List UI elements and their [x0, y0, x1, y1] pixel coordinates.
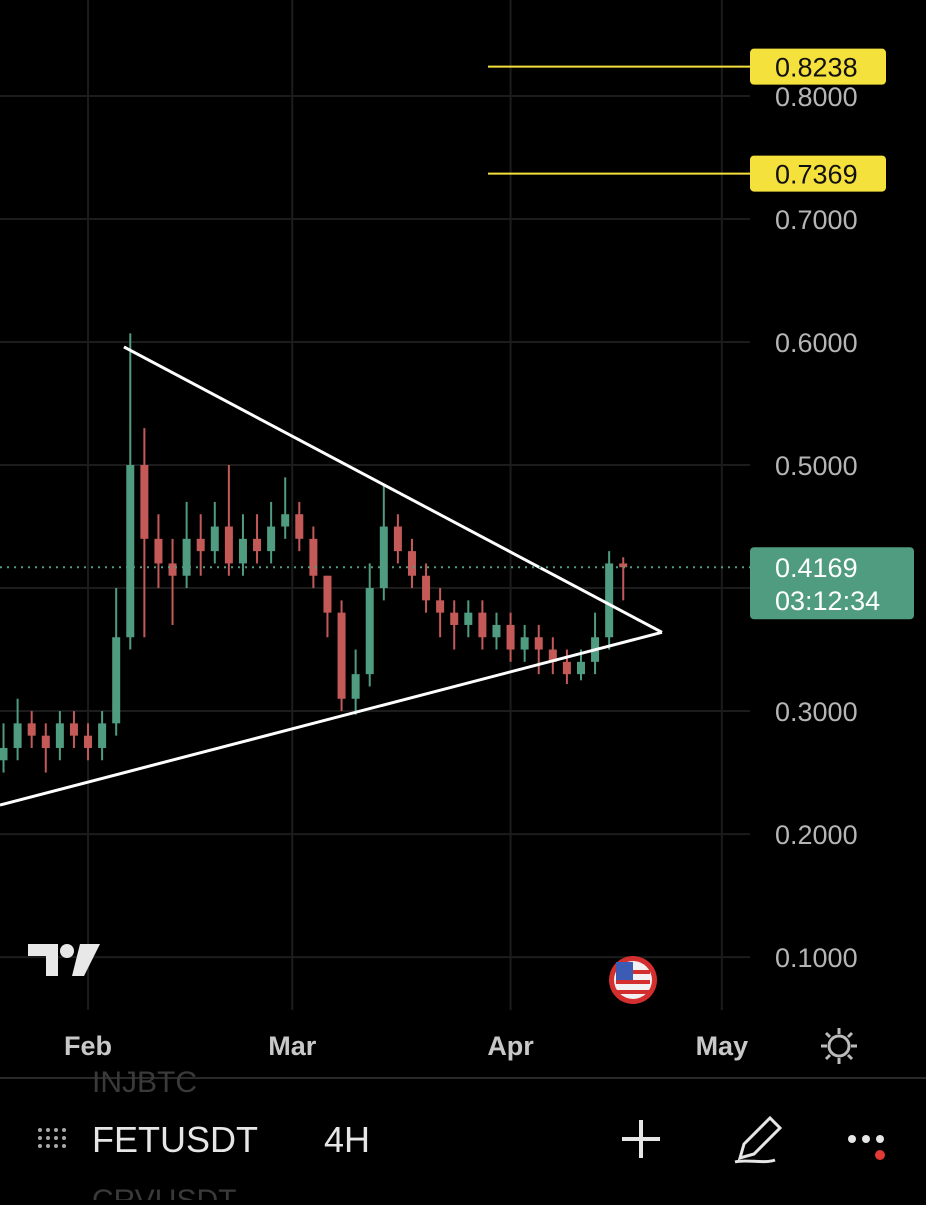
y-tick-label: 0.2000 — [775, 820, 858, 850]
y-tick-label: 0.7000 — [775, 205, 858, 235]
candle-body — [55, 723, 64, 748]
y-tick-label: 0.8000 — [775, 82, 858, 112]
candle-body — [41, 735, 50, 748]
candle-body — [140, 465, 149, 539]
candle-body — [196, 538, 205, 552]
candle-body — [98, 723, 107, 748]
plot — [0, 65, 750, 807]
y-tick-label: 0.1000 — [775, 943, 858, 973]
candle-body — [351, 674, 360, 699]
candle-body — [267, 526, 276, 552]
next-symbol: CRVUSDT — [92, 1184, 236, 1200]
x-tick-label: May — [696, 1031, 749, 1061]
candle-body — [337, 612, 346, 699]
level-label: 0.7369 — [775, 160, 858, 190]
interval[interactable]: 4H — [324, 1119, 370, 1160]
prev-symbol: INJBTC — [92, 1066, 197, 1099]
candle-body — [253, 538, 262, 552]
candle-body — [168, 563, 177, 576]
y-tick-label: 0.6000 — [775, 328, 858, 358]
candle-body — [393, 526, 402, 552]
candle-body — [323, 575, 332, 613]
candle-body — [605, 563, 614, 638]
level-label: 0.8238 — [775, 53, 858, 83]
trendline — [0, 630, 663, 807]
candle-body — [112, 637, 121, 724]
candle-body — [422, 575, 431, 601]
symbol-menu-icon[interactable] — [38, 1128, 66, 1148]
y-tick-label: 0.3000 — [775, 697, 858, 727]
candle-body — [309, 538, 318, 576]
candle-body — [520, 637, 529, 650]
candle-body — [182, 538, 191, 576]
candle-body — [0, 747, 8, 761]
candle-body — [464, 612, 473, 625]
more-button[interactable] — [848, 1135, 885, 1160]
candle-body — [13, 723, 22, 748]
candle-body — [84, 735, 93, 748]
candle-body — [27, 723, 36, 736]
grid — [0, 0, 750, 1010]
countdown-label: 03:12:34 — [775, 586, 880, 616]
candle-body — [436, 600, 445, 613]
candle-body — [576, 661, 585, 675]
candle-body — [295, 514, 304, 539]
draw-button[interactable] — [734, 1115, 783, 1164]
x-tick-label: Mar — [268, 1031, 317, 1061]
last-price-label: 0.4169 — [775, 553, 858, 583]
candle-body — [450, 612, 459, 625]
x-tick-label: Apr — [487, 1031, 534, 1061]
candle-body — [619, 563, 628, 568]
y-tick-label: 0.5000 — [775, 451, 858, 481]
last-price-box — [750, 547, 914, 620]
candle-body — [69, 723, 78, 736]
add-button[interactable] — [622, 1120, 660, 1158]
tv-logo — [28, 944, 100, 976]
candle-body — [562, 661, 571, 675]
candle-body — [407, 551, 416, 576]
candle-body — [534, 637, 543, 650]
candle-body — [379, 526, 388, 589]
candle-body — [478, 612, 487, 638]
candle-body — [365, 588, 374, 675]
x-tick-label: Feb — [64, 1031, 112, 1061]
candle-body — [224, 526, 233, 564]
candle-body — [281, 514, 290, 527]
level-label-box — [750, 155, 886, 192]
level-label-box — [750, 48, 886, 85]
candle-body — [238, 538, 247, 564]
settings-icon[interactable] — [821, 1028, 857, 1064]
candle-body — [210, 526, 219, 552]
trendline — [123, 345, 663, 634]
candle-body — [154, 538, 163, 564]
candle-body — [126, 465, 135, 638]
flag-icon[interactable] — [609, 956, 657, 1004]
candle-body — [506, 624, 515, 650]
candle-body — [492, 624, 501, 638]
symbol[interactable]: FETUSDT — [92, 1119, 258, 1160]
candle-body — [548, 649, 557, 662]
